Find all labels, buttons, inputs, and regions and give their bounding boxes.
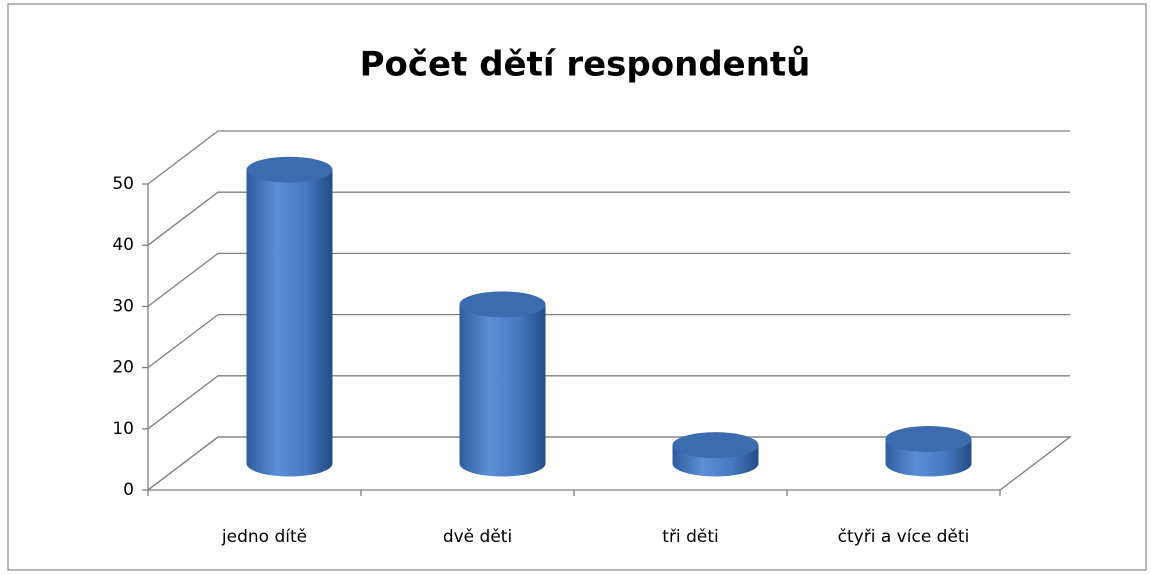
x-tick-label: jedno dítě [221,527,307,547]
x-tick-label: čtyři a více děti [838,527,970,547]
chart-title: Počet dětí respondentů [360,45,811,85]
chart-frame [7,3,1147,571]
bar [459,291,546,477]
y-tick-label: 40 [112,235,134,255]
grid-line [147,130,1070,185]
grid-line [147,252,1070,307]
grid-line [147,313,1070,369]
bar [885,426,972,477]
grid-line [147,436,1070,491]
y-tick-label: 10 [112,419,134,439]
y-tick-label: 0 [123,480,134,500]
x-tick-label: dvě děti [443,527,512,547]
grid-line [147,191,1070,246]
bar [672,432,759,477]
bar [246,156,333,477]
x-tick-label: tři děti [662,527,718,547]
y-tick-label: 30 [112,296,134,316]
y-tick-label: 50 [112,174,134,194]
y-tick-label: 20 [112,358,134,378]
grid-line [147,375,1070,430]
